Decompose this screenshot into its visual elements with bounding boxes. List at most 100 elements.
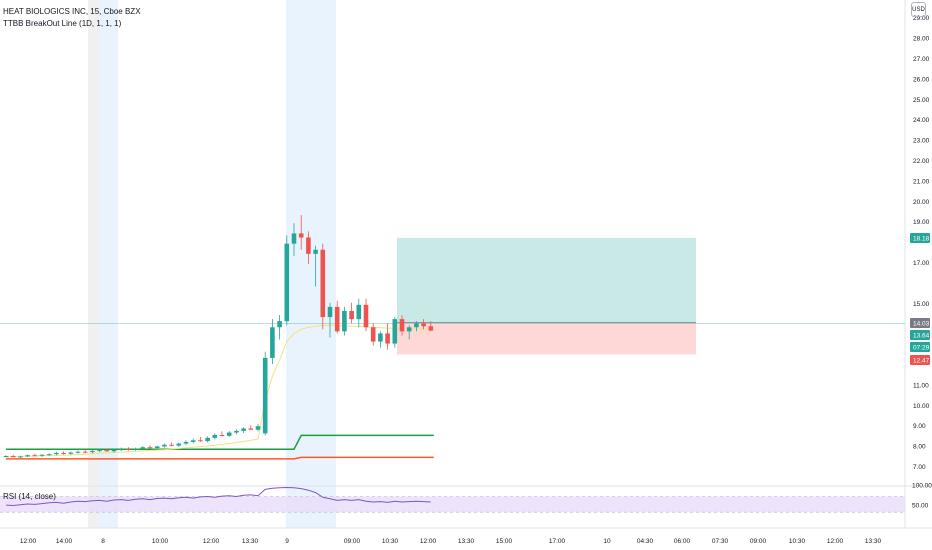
position-loss-zone <box>397 322 696 355</box>
candle-body <box>54 452 59 455</box>
price-badge-bg <box>910 342 930 352</box>
candle-body <box>370 327 376 342</box>
time-tick-label: 10:30 <box>382 538 399 545</box>
price-badge: 13.64 <box>910 330 930 340</box>
candle-body <box>46 454 52 456</box>
candle-body <box>291 233 297 244</box>
time-tick-label: 04:30 <box>637 538 654 545</box>
session-shade-day8 <box>99 0 118 528</box>
candle-body <box>298 233 304 238</box>
time-tick-label: 8 <box>101 538 105 545</box>
candle-body <box>3 456 9 458</box>
candle-body <box>392 319 398 344</box>
candle-body <box>118 449 124 451</box>
symbol-legend[interactable]: HEAT BIOLOGICS INC, 15, Cboe BZX <box>3 7 141 16</box>
price-badge-label: 12.47 <box>913 358 930 365</box>
price-badge: 07:29 <box>910 342 930 352</box>
candle-body <box>104 450 110 452</box>
candle-body <box>306 237 311 254</box>
candle-body <box>176 443 182 446</box>
price-tick-label: 19.00 <box>913 219 930 226</box>
price-badge-bg <box>910 355 930 365</box>
candle-body <box>32 455 38 457</box>
candle-body <box>241 428 246 431</box>
candle-body <box>356 304 362 320</box>
rsi-scale-label: 100.00 <box>912 483 932 490</box>
candle-body <box>111 449 117 452</box>
price-tick-label: 17.00 <box>913 260 930 267</box>
price-badge: 12.47 <box>910 355 930 365</box>
price-tick-label: 8.00 <box>913 444 926 451</box>
candle-body <box>255 426 261 430</box>
candle-body <box>219 434 225 436</box>
price-tick-label: 20.00 <box>913 199 930 206</box>
indicator-legend[interactable]: TTBB BreakOut Line (1D, 1, 1, 1) <box>3 19 122 28</box>
time-tick-label: 14:00 <box>56 538 73 545</box>
candle-body <box>270 327 275 358</box>
time-tick-label: 10:30 <box>789 538 806 545</box>
candle-body <box>262 357 268 434</box>
rsi-line <box>5 486 431 507</box>
position-profit-zone <box>397 237 696 323</box>
session-shade-day9 <box>286 0 336 528</box>
candle-body <box>82 451 88 453</box>
price-tick-label: 28.00 <box>913 36 930 43</box>
candle-body <box>334 306 340 332</box>
time-tick-label: 13:30 <box>458 538 475 545</box>
time-tick-label: 07:30 <box>712 538 729 545</box>
time-tick-label: 09:00 <box>750 538 767 545</box>
price-tick-label: 21.00 <box>913 178 930 185</box>
rsi-legend[interactable]: RSI (14, close) <box>3 492 56 501</box>
candle-body <box>25 455 30 457</box>
price-tick-label: 10.00 <box>913 403 930 410</box>
price-badge: 18.18 <box>910 233 930 243</box>
rsi-scale-label: 50.00 <box>912 502 929 509</box>
candle-body <box>133 448 138 450</box>
candle-body <box>183 441 189 444</box>
price-badge-bg <box>910 330 930 340</box>
candle-body <box>10 456 16 458</box>
candle-body <box>342 310 347 332</box>
candle-body <box>190 440 196 442</box>
candle-body <box>313 249 318 254</box>
price-tick-label: 11.00 <box>913 382 929 389</box>
candle-body <box>39 454 45 456</box>
time-tick-label: 17:00 <box>549 538 566 545</box>
candle-body <box>154 446 160 449</box>
candle-body <box>18 456 23 458</box>
session-shade-premarket <box>88 0 99 528</box>
time-tick-label: 10 <box>603 538 611 545</box>
price-tick-label: 7.00 <box>913 464 926 471</box>
price-tick-label: 23.00 <box>913 138 930 145</box>
time-tick-label: 12:00 <box>203 538 220 545</box>
candle-body <box>140 447 146 449</box>
time-tick-label: 12:00 <box>20 538 37 545</box>
time-tick-label: 10:00 <box>152 538 169 545</box>
candle-body <box>428 326 434 331</box>
price-tick-label: 29.00 <box>913 15 930 22</box>
time-tick-label: 9 <box>285 538 289 545</box>
candle-body <box>212 434 218 438</box>
time-tick-label: 13:30 <box>865 538 882 545</box>
candle-body <box>399 319 405 332</box>
price-tick-label: 15.00 <box>913 301 930 308</box>
time-tick-label: 06:00 <box>674 538 691 545</box>
moving-average-line <box>5 324 434 458</box>
candle-body <box>363 304 369 328</box>
breakout-upper-line <box>6 434 434 451</box>
candle-body <box>97 450 102 452</box>
candle-body <box>61 452 66 454</box>
price-tick-label: 24.00 <box>913 117 930 124</box>
candle-body <box>162 444 167 447</box>
price-tick-label: 22.00 <box>913 158 930 165</box>
candle-body <box>198 440 203 442</box>
time-tick-label: 13:30 <box>242 538 259 545</box>
candle-body <box>414 323 419 328</box>
time-tick-label: 12:00 <box>827 538 844 545</box>
candle-body <box>385 333 390 344</box>
currency-badge[interactable]: USD <box>911 2 926 17</box>
price-tick-label: 25.00 <box>913 97 930 104</box>
price-badge-label: 14.03 <box>913 321 930 328</box>
